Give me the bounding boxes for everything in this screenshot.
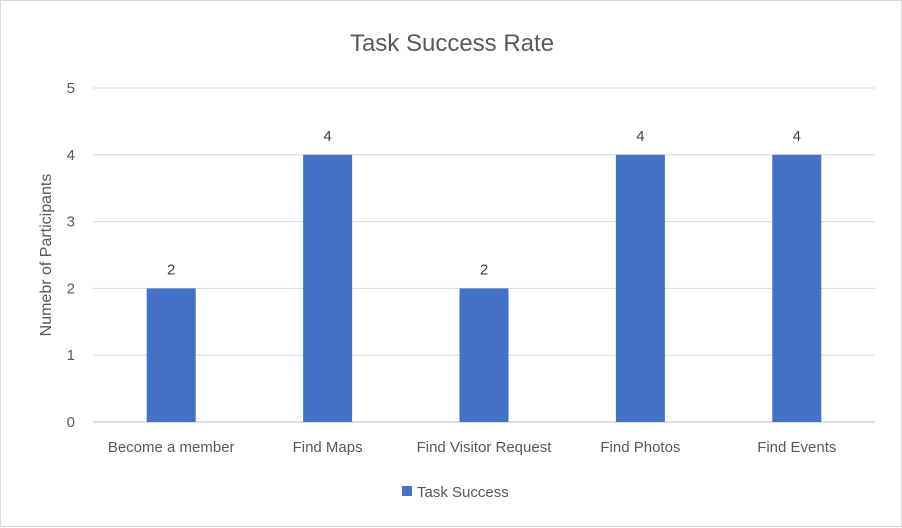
x-tick-label: Find Visitor Request (417, 439, 553, 456)
bar (303, 154, 353, 423)
bars (146, 154, 822, 423)
y-axis-ticks: 0 1 2 3 4 5 (67, 80, 75, 431)
y-tick-label: 4 (67, 147, 75, 164)
x-tick-label: Find Maps (293, 439, 363, 456)
bar (772, 154, 822, 423)
data-label: 2 (167, 261, 175, 278)
legend-label: Task Success (417, 484, 509, 501)
y-tick-label: 5 (67, 80, 75, 97)
y-tick-label: 0 (67, 414, 75, 431)
bar (146, 288, 196, 422)
legend-swatch (402, 486, 412, 496)
data-label: 2 (480, 261, 488, 278)
data-label: 4 (323, 128, 331, 145)
data-labels: 2 4 2 4 4 (167, 128, 801, 279)
legend: Task Success (402, 484, 509, 501)
bar (459, 288, 509, 422)
data-label: 4 (636, 128, 644, 145)
bar (615, 154, 665, 423)
x-axis-ticks: Become a member Find Maps Find Visitor Req… (108, 439, 837, 456)
x-tick-label: Find Events (757, 439, 836, 456)
y-tick-label: 1 (67, 347, 75, 364)
y-axis-title: Numebr of Participants (38, 174, 55, 337)
data-label: 4 (793, 128, 801, 145)
y-tick-label: 3 (67, 214, 75, 231)
x-tick-label: Become a member (108, 439, 235, 456)
x-tick-label: Find Photos (600, 439, 680, 456)
y-tick-label: 2 (67, 280, 75, 297)
chart-title: Task Success Rate (350, 30, 554, 57)
